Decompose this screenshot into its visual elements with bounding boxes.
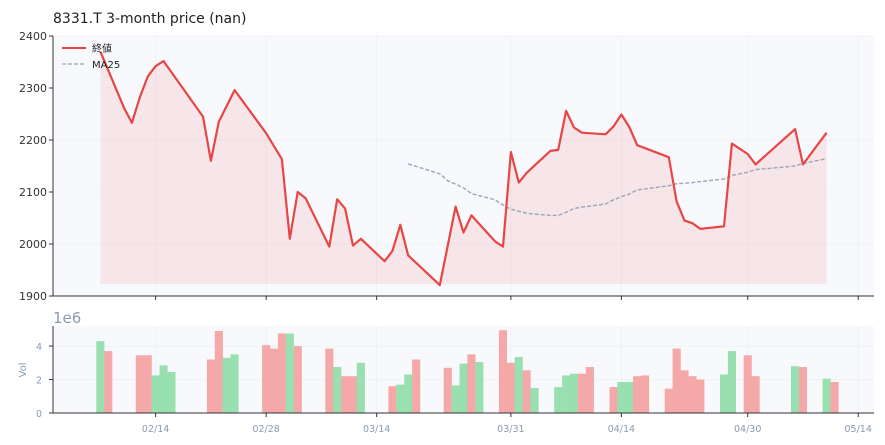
volume-bar — [206, 359, 215, 413]
volume-y-tick-label: 0 — [36, 409, 42, 420]
volume-y-label: Vol — [18, 363, 29, 378]
x-tick-label: 02/28 — [252, 424, 279, 435]
price-y-tick-label: 2300 — [19, 82, 47, 95]
volume-bar — [104, 351, 113, 413]
volume-bar — [751, 376, 760, 413]
volume-bar — [388, 386, 397, 413]
x-tick-label: 04/14 — [608, 424, 635, 435]
volume-bar — [135, 355, 144, 413]
volume-bar — [727, 351, 736, 413]
close-price-series — [99, 51, 828, 287]
volume-bar — [498, 330, 507, 413]
close-price-line — [99, 51, 828, 287]
volume-bar — [506, 362, 515, 413]
volume-bar — [743, 355, 752, 413]
x-tick-label: 03/14 — [363, 424, 390, 435]
volume-bar — [443, 367, 452, 413]
volume-bar — [625, 382, 634, 413]
volume-bar — [270, 348, 279, 413]
x-tick-label: 02/14 — [142, 424, 169, 435]
price-y-tick-label: 2400 — [19, 30, 47, 43]
volume-bar — [522, 370, 531, 413]
volume-bar — [467, 354, 476, 413]
volume-bar — [680, 370, 689, 413]
volume-bar — [151, 375, 160, 413]
volume-bar — [633, 376, 642, 413]
legend: 終値 MA25 — [62, 42, 120, 71]
volume-bar — [798, 367, 807, 413]
volume-bar — [830, 382, 839, 413]
volume-x-axis: 02/14 02/28 03/14 03/31 04/14 04/30 05/14 — [142, 413, 872, 435]
volume-bar — [451, 385, 460, 413]
volume-bar — [577, 373, 586, 413]
volume-bar — [222, 357, 231, 413]
volume-bar — [285, 333, 294, 413]
close-price-area — [100, 51, 827, 286]
volume-bar — [277, 333, 286, 413]
volume-bar — [688, 376, 697, 413]
ma25-series — [407, 158, 827, 217]
volume-bar — [475, 362, 484, 413]
volume-bar — [230, 354, 239, 413]
volume-bar — [822, 378, 831, 413]
volume-bar — [514, 357, 523, 413]
volume-bar — [585, 367, 594, 413]
volume-bar — [530, 387, 539, 413]
volume-bar — [672, 348, 681, 413]
volume-y-axis: 0 2 4 — [36, 342, 53, 420]
price-y-tick-label: 2000 — [19, 238, 47, 251]
price-y-tick-label: 2100 — [19, 186, 47, 199]
volume-bar — [159, 365, 168, 413]
legend-ma25-label: MA25 — [92, 60, 120, 71]
volume-bar — [554, 387, 563, 413]
volume-bar — [325, 348, 334, 413]
volume-y-tick-label: 4 — [36, 342, 42, 353]
volume-bar — [143, 355, 152, 413]
volume-bar — [459, 363, 468, 413]
price-y-tick-label: 2200 — [19, 134, 47, 147]
volume-bar — [570, 373, 579, 413]
volume-bar — [412, 359, 421, 413]
x-tick-label: 05/14 — [845, 424, 872, 435]
volume-bar — [167, 372, 176, 413]
volume-bar — [333, 367, 342, 413]
volume-bar — [349, 376, 358, 413]
volume-bars — [96, 330, 839, 413]
volume-bar — [293, 346, 302, 413]
ma25-line — [407, 158, 827, 217]
volume-bar — [341, 376, 350, 413]
volume-bar — [664, 388, 673, 413]
volume-bar — [562, 375, 571, 413]
price-area-fill — [100, 51, 827, 286]
volume-y-tick-label: 2 — [36, 376, 42, 387]
volume-bar — [617, 382, 626, 413]
price-y-axis: 1900 2000 2100 2200 2300 2400 — [19, 30, 53, 303]
volume-bar — [404, 374, 413, 413]
volume-bar — [356, 362, 365, 413]
volume-panel: 1e6 0 2 4 02/14 02/28 03/14 03/31 04/14 04/30 05… — [18, 309, 874, 435]
chart-title: 8331.T 3-month price (nan) — [53, 11, 246, 27]
volume-bar — [262, 345, 271, 413]
legend-close-label: 終値 — [92, 42, 112, 55]
volume-bar — [214, 331, 223, 413]
volume-bar — [96, 341, 105, 413]
price-panel: 1900 2000 2100 2200 2300 2400 終値 MA25 — [19, 30, 874, 303]
volume-multiplier-label: 1e6 — [53, 309, 81, 327]
volume-bar — [641, 375, 650, 413]
x-tick-label: 04/30 — [734, 424, 761, 435]
volume-bar — [720, 374, 729, 413]
volume-bar — [396, 384, 405, 413]
volume-bar — [696, 379, 705, 413]
x-tick-label: 03/31 — [497, 424, 524, 435]
price-y-tick-label: 1900 — [19, 290, 47, 303]
price-x-ticks — [155, 296, 859, 300]
volume-bar — [791, 366, 800, 413]
price-panel-background — [53, 36, 874, 296]
volume-bar — [609, 387, 618, 413]
